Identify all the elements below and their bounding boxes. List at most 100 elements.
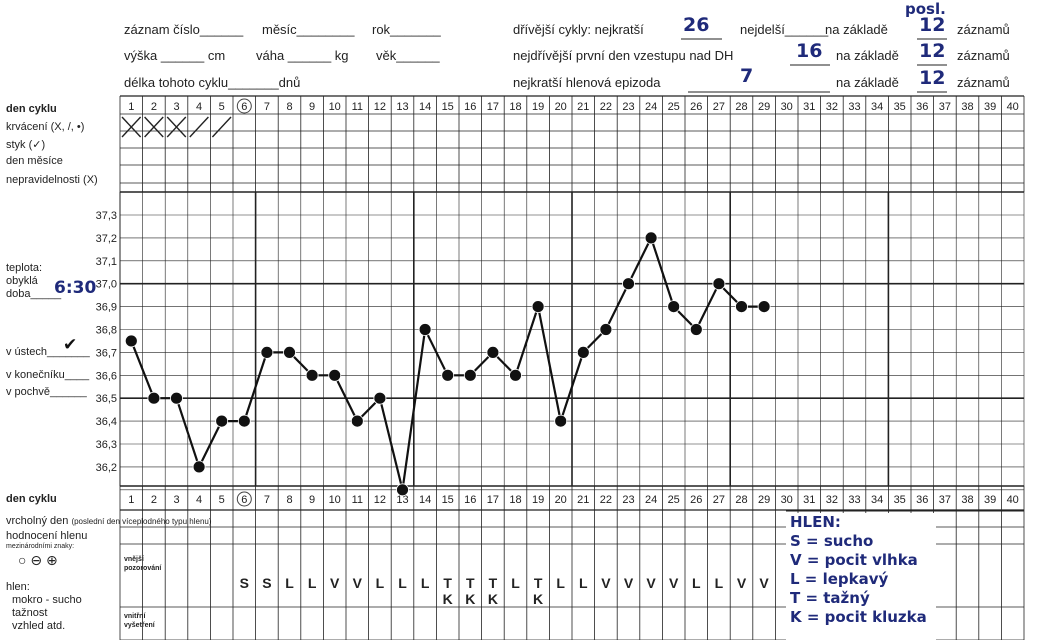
legend-item-lepkavy: L = lepkavý [790,570,889,588]
day-number-top: 30 [781,101,793,113]
day-number-top: 33 [848,101,860,113]
day-number-bottom: 35 [894,494,906,506]
time-value: 6:30 [54,278,97,298]
temperature-point [463,368,477,382]
appearance-label: vzhled atd. [12,620,66,632]
day-number-bottom: 29 [758,494,770,506]
day-number-top: 39 [984,101,996,113]
day-number-bottom: 20 [555,494,567,506]
day-number-bottom: 15 [442,494,454,506]
mucus-letter: S [240,575,249,591]
temperature-point [305,368,319,382]
bleeding-x-mark [121,116,142,138]
external-observation-text: vnější [124,556,145,563]
legend-item-tazny: T = tažný [790,589,870,607]
day-number-top: 26 [690,101,702,113]
time-label: doba_____ [6,288,62,300]
mucus-letter: S [262,575,271,591]
day-number-bottom: 4 [196,494,202,506]
temperature-point [622,277,635,291]
cycle-length-field: délka tohoto cyklu_______dnů [124,75,301,90]
temperature-point [396,483,409,497]
mucus-letter: L [398,575,407,591]
based-on-label-1: na základě [825,22,888,37]
mucus-letter: V [601,575,611,591]
usual-label: obyklá [6,275,38,287]
bleeding-label: krvácení (X, /, •) [6,121,85,133]
year-field: rok_______ [372,22,441,37]
day-number-top: 2 [151,101,157,113]
day-number-top: 34 [871,101,883,113]
mucus-letter: L [692,575,701,591]
mucus-letter: V [624,575,634,591]
mucus-letter: V [330,575,340,591]
mucus-letter: L [285,575,294,591]
day-number-top: 3 [173,101,179,113]
temperature-point [644,231,658,245]
shortest-mucus-value: 7 [740,65,754,87]
day-number-top: 40 [1007,101,1019,113]
day-number-bottom: 19 [532,494,544,506]
day-number-bottom: 25 [668,494,680,506]
legend-item-kluzka: K = pocit kluzka [790,608,927,626]
prev-shortest-value: 26 [683,14,710,36]
day-number-top: 7 [264,101,270,113]
day-number-top: 20 [555,101,567,113]
temp-axis-label: 36,8 [96,325,117,337]
mucus-letter: T [466,575,475,591]
day-number-top: 13 [396,101,408,113]
earliest-first-day-value: 16 [796,40,823,62]
day-number-bottom: 12 [374,494,386,506]
day-number-bottom: 40 [1007,494,1019,506]
posl-note: posl. [905,0,946,18]
day-number-bottom: 21 [577,494,589,506]
temperature-point [170,391,183,405]
day-number-bottom: 30 [781,494,793,506]
day-number-bottom: 31 [803,494,815,506]
temperature-point [328,368,342,382]
mucus-letter: K [488,591,498,607]
earliest-first-day-label: nejdřívější první den vzestupu nad DH [513,48,734,63]
day-number-bottom: 7 [264,494,270,506]
day-number-bottom: 8 [286,494,292,506]
mucus-letter: L [556,575,565,591]
day-number-top: 6 [241,101,247,113]
weight-field: váha ______ kg [256,48,349,63]
day-number-bottom: 10 [329,494,341,506]
cycle-day-label: den cyklu [6,103,57,115]
mucus-letter: V [669,575,679,591]
longest-field: nejdelší______ [740,22,829,37]
bleeding-x-mark [144,116,164,138]
day-number-top: 32 [826,101,838,113]
day-number-bottom: 32 [826,494,838,506]
mucus-letter: L [376,575,385,591]
day-number-bottom: 5 [219,494,225,506]
temp-axis-label: 36,2 [96,462,117,474]
day-number-bottom: 38 [961,494,973,506]
day-number-bottom: 26 [690,494,702,506]
peak-day-label: vrcholný den (poslední den víceplodného … [6,515,212,527]
day-number-top: 19 [532,101,544,113]
intercourse-label: styk (✓) [6,139,46,151]
day-number-top: 22 [600,101,612,113]
temperature-label: teplota: [6,262,43,274]
header-underlines [681,38,947,93]
temperature-point [124,334,138,348]
mucus-letter: T [489,575,498,591]
mucus-letter: V [646,575,656,591]
temperature-point [554,414,568,428]
mucus-letter: V [759,575,769,591]
day-number-bottom: 2 [151,494,157,506]
day-number-bottom: 23 [622,494,634,506]
day-number-top: 28 [735,101,747,113]
day-number-bottom: 13 [396,494,408,506]
legend-title: HLEN: [790,513,841,531]
record-number-field: záznam číslo______ [124,22,244,37]
day-number-top: 14 [419,101,431,113]
temp-axis-label: 37,1 [96,256,117,268]
temperature-point [735,300,748,314]
vagina-label: v pochvě______ [6,386,87,398]
mucus-letter: L [715,575,724,591]
temp-axis-label: 36,3 [96,439,117,451]
day-number-top: 16 [464,101,476,113]
